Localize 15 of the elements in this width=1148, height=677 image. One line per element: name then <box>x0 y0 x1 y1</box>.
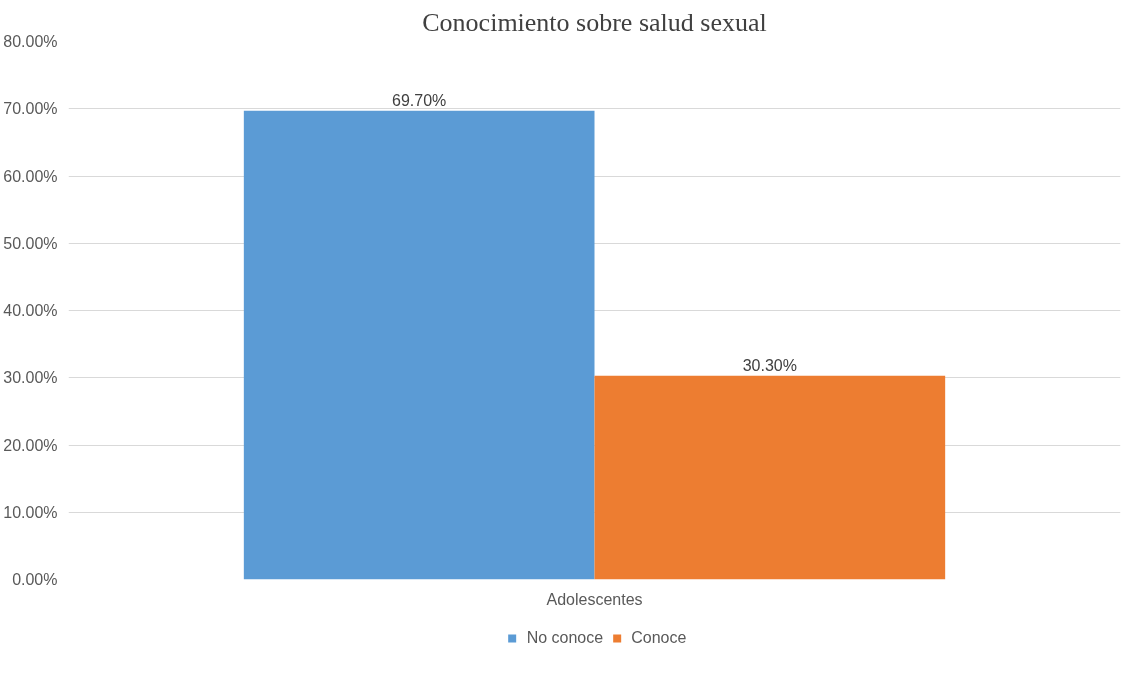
y-tick-label: 10.00% <box>3 503 58 521</box>
y-tick-label: 70.00% <box>3 100 58 118</box>
y-tick-label: 0.00% <box>12 571 58 588</box>
legend-label: Conoce <box>631 628 687 647</box>
y-tick-label: 40.00% <box>3 302 58 319</box>
data-label: 30.30% <box>742 356 797 374</box>
y-tick-label: 60.00% <box>3 167 58 185</box>
y-tick-label: 20.00% <box>3 436 58 454</box>
y-tick-label: 80.00% <box>3 33 58 50</box>
y-tick-label: 30.00% <box>3 369 58 387</box>
data-label: 69.70% <box>392 91 447 109</box>
x-tick-label: Adolescentes <box>546 590 643 608</box>
legend-label: No conoce <box>526 628 604 647</box>
chart-title: Conocimiento sobre salud sexual <box>422 7 767 37</box>
y-tick-label: 50.00% <box>3 234 58 252</box>
